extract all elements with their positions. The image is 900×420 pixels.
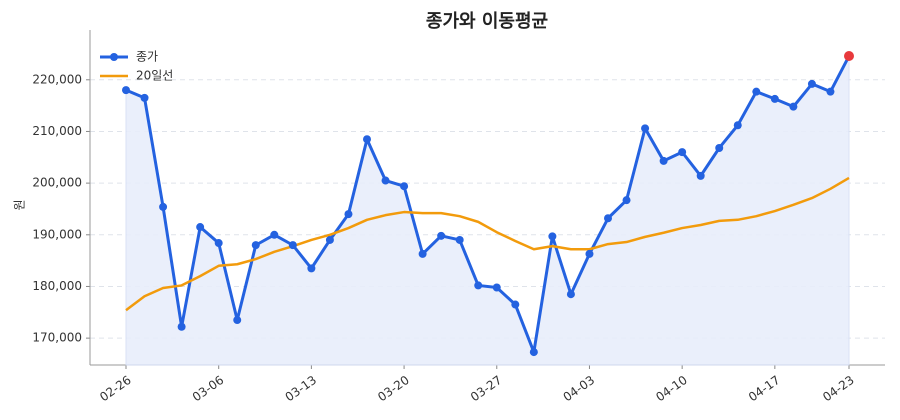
y-tick-label: 200,000 [32, 176, 82, 190]
point [381, 176, 390, 185]
point [752, 87, 761, 96]
point [288, 241, 297, 250]
point [455, 235, 464, 244]
legend-marker [110, 53, 118, 61]
x-tick-label: 03-06 [190, 373, 227, 404]
point [400, 182, 409, 191]
x-tick-label: 04-23 [820, 373, 857, 404]
x-tick-label: 03-20 [375, 373, 412, 404]
x-tick-label: 02-26 [97, 373, 134, 404]
point [492, 283, 501, 292]
x-tick-label: 03-13 [283, 373, 320, 404]
y-axis-label: 원 [13, 199, 27, 210]
point [140, 93, 149, 102]
series-line [125, 176, 850, 312]
legend-label: 20일선 [136, 69, 173, 83]
point [270, 230, 279, 239]
y-tick-label: 220,000 [32, 72, 82, 86]
point [622, 196, 631, 205]
point [604, 214, 612, 223]
point [529, 348, 538, 357]
y-tick-label: 210,000 [32, 124, 82, 138]
point [826, 87, 835, 96]
point [325, 235, 334, 244]
point [696, 171, 705, 180]
point [733, 121, 742, 130]
point [511, 300, 520, 309]
point [196, 223, 205, 232]
point [566, 290, 575, 299]
last-point [844, 51, 854, 62]
point [770, 94, 779, 103]
point [177, 322, 186, 331]
chart-title: 종가와 이동평균 [426, 11, 548, 32]
x-tick-label: 04-17 [746, 373, 783, 404]
y-tick-label: 170,000 [32, 331, 82, 345]
point [233, 316, 242, 325]
point [789, 102, 798, 111]
y-tick-label: 190,000 [32, 227, 82, 241]
point [437, 231, 446, 240]
point [715, 143, 724, 152]
legend-label: 종가 [136, 50, 158, 64]
point [641, 124, 650, 133]
y-tick-label: 180,000 [32, 279, 82, 293]
x-tick-label: 04-03 [561, 373, 598, 404]
point [418, 249, 427, 258]
point [678, 148, 687, 157]
point [122, 86, 130, 95]
point [344, 210, 353, 219]
x-tick-label: 03-27 [468, 373, 505, 404]
point [307, 264, 316, 273]
point [214, 239, 223, 248]
x-tick-label: 04-10 [653, 373, 690, 404]
point [363, 135, 371, 144]
point [474, 281, 483, 290]
point [585, 249, 594, 258]
point [159, 202, 168, 211]
point [659, 156, 668, 165]
point [807, 79, 816, 88]
point [548, 232, 557, 241]
point [251, 241, 260, 250]
series-line [125, 55, 851, 354]
